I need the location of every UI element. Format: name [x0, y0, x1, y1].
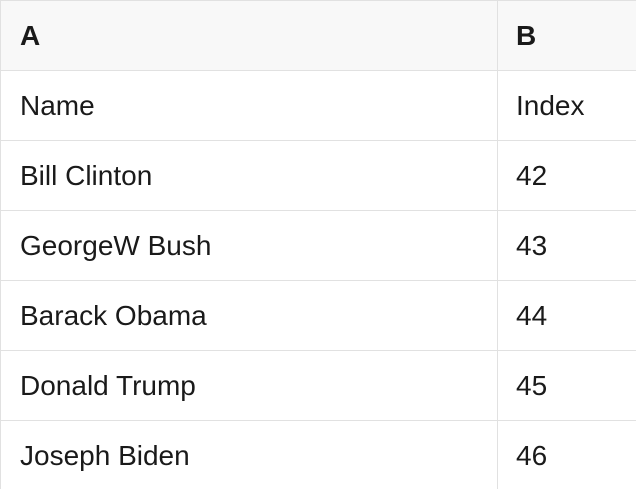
cell-name[interactable]: Donald Trump [0, 350, 498, 421]
cell-index[interactable]: 44 [497, 280, 636, 351]
table-row: Barack Obama 44 [0, 280, 636, 351]
cell-index[interactable]: 45 [497, 350, 636, 421]
table-row: Name Index [0, 70, 636, 141]
column-header-a[interactable]: A [0, 0, 498, 71]
column-header-row: A B [0, 0, 636, 71]
table-row: Bill Clinton 42 [0, 140, 636, 211]
cell-index[interactable]: 43 [497, 210, 636, 281]
cell-index[interactable]: 42 [497, 140, 636, 211]
table-row: Donald Trump 45 [0, 350, 636, 421]
cell-name[interactable]: Barack Obama [0, 280, 498, 351]
cell-name[interactable]: Bill Clinton [0, 140, 498, 211]
cell-name[interactable]: Joseph Biden [0, 420, 498, 489]
table-row: GeorgeW Bush 43 [0, 210, 636, 281]
table-row: Joseph Biden 46 [0, 420, 636, 489]
column-header-b[interactable]: B [497, 0, 636, 71]
cell-name[interactable]: GeorgeW Bush [0, 210, 498, 281]
cell-name-header[interactable]: Name [0, 70, 498, 141]
cell-index[interactable]: 46 [497, 420, 636, 489]
cell-index-header[interactable]: Index [497, 70, 636, 141]
